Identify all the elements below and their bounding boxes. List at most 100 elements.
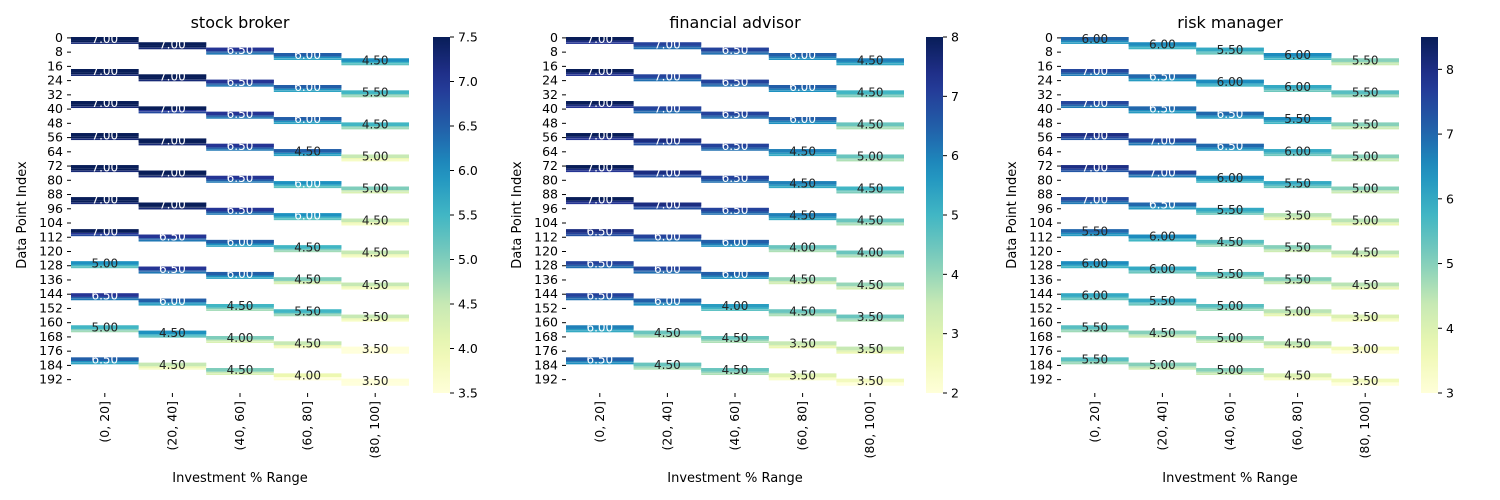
cell-label: 4.50 [654,358,681,372]
heatmap-cell [1128,74,1197,78]
heatmap-cell [1196,373,1264,376]
heatmap-cell [1331,122,1399,126]
heatmap-cell [71,360,139,363]
cell-label: 5.00 [362,150,389,164]
cell-label: 5.50 [294,304,321,318]
x-tick-label: (20, 40] [659,401,674,451]
heatmap-cell [633,234,702,239]
heatmap-cell [836,314,904,319]
cell-label: 3.50 [857,310,884,324]
heatmap-cell [1196,79,1264,84]
heatmap-cell [71,234,139,237]
heatmap-cell [768,122,837,125]
heatmap-cell [1331,254,1399,256]
heatmap-cell [138,366,207,368]
cell-label: 6.50 [227,171,254,185]
heatmap-cell [1263,245,1332,249]
heatmap-cell [71,232,139,235]
heatmap-cell [1263,277,1332,281]
y-tick-label: 16 [1037,58,1053,73]
y-tick-label: 184 [39,357,63,372]
heatmap-cell [138,238,207,240]
heatmap-cell [566,229,634,233]
heatmap-cell [1196,115,1264,117]
cell-label: 6.50 [1149,198,1176,212]
heatmap-cell [273,56,342,59]
heatmap-cell [1128,109,1197,112]
heatmap-cell [1128,106,1197,110]
heatmap-cell [1331,158,1399,160]
heatmap-cell [836,159,904,162]
heatmap-cell [1196,85,1264,87]
heatmap-cell [273,122,342,125]
x-tick-label: (40, 60] [727,401,742,451]
cell-label: 6.00 [1149,37,1176,51]
x-tick-label: (60, 80] [1290,401,1305,451]
heatmap-cell [138,304,207,306]
heatmap-cell [836,346,904,351]
heatmap-cell [701,239,769,244]
heatmap-cell [1263,373,1332,377]
heatmap-cell [1196,271,1264,276]
y-axis-label: Data Point Index [15,161,30,269]
cell-label: 7.00 [586,32,613,46]
heatmap-cell [1331,63,1399,66]
heatmap-cell [341,154,409,159]
cell-label: 4.50 [722,331,749,345]
heatmap-cell [633,47,702,50]
y-tick-label: 24 [47,73,63,88]
heatmap-cell [768,218,837,221]
heatmap-cell [768,152,837,155]
heatmap-cell [1263,154,1332,157]
y-tick-label: 192 [39,372,63,387]
y-tick-label: 64 [1037,144,1053,159]
heatmap-cell [1196,111,1264,116]
heatmap-cell [1128,366,1197,368]
heatmap-cell [768,213,837,217]
cell-label: 7.00 [159,37,186,51]
heatmap-cell [1128,270,1197,272]
heatmap-cell [633,298,702,303]
heatmap-cell [768,250,837,253]
heatmap-cell [1061,165,1129,169]
heatmap-cell [566,266,634,269]
heatmap-cell [1128,238,1197,240]
heatmap-cell [768,341,837,345]
colorbar-tick-label: 4.0 [458,341,478,356]
heatmap-cell [566,200,634,203]
y-tick-label: 48 [542,115,558,130]
heatmap-cell [1331,286,1399,288]
cell-label: 4.50 [1284,337,1311,351]
heatmap-cell [1061,202,1129,205]
heatmap-cell [206,51,274,53]
y-tick-label: 136 [1029,272,1053,287]
heatmap-cell [138,138,207,143]
y-tick-label: 24 [1037,73,1053,88]
heatmap-cell [341,126,409,128]
heatmap-cell [1331,191,1399,194]
heatmap-cell [566,232,634,235]
heatmap-cell [836,352,904,354]
cell-label: 4.50 [857,182,884,196]
heatmap-cell [566,360,634,363]
cell-label: 4.50 [1352,246,1379,260]
y-tick-label: 128 [534,258,558,273]
y-tick-label: 32 [542,87,558,102]
x-axis-ticks: (0, 20] (20, 40] (40, 60] (60, 80] (80, 100] [1087,393,1372,458]
heatmap-cell [836,286,904,288]
colorbar-tick-label: 5.5 [458,208,478,223]
heatmap-cell [341,320,409,322]
heatmap-cell [701,243,769,246]
x-axis-label: Investment % Range [1162,471,1297,486]
heatmap-cell [206,115,274,117]
heatmap-cell [1061,74,1129,76]
y-tick-label: 168 [39,329,63,344]
heatmap-cell [1263,88,1332,91]
y-tick-label: 96 [1037,201,1053,216]
cell-label: 4.50 [857,53,884,67]
heatmap-cell [836,90,904,94]
cell-label: 7.00 [654,198,681,212]
heatmap-cell [273,184,342,187]
heatmap-cell [71,229,139,233]
